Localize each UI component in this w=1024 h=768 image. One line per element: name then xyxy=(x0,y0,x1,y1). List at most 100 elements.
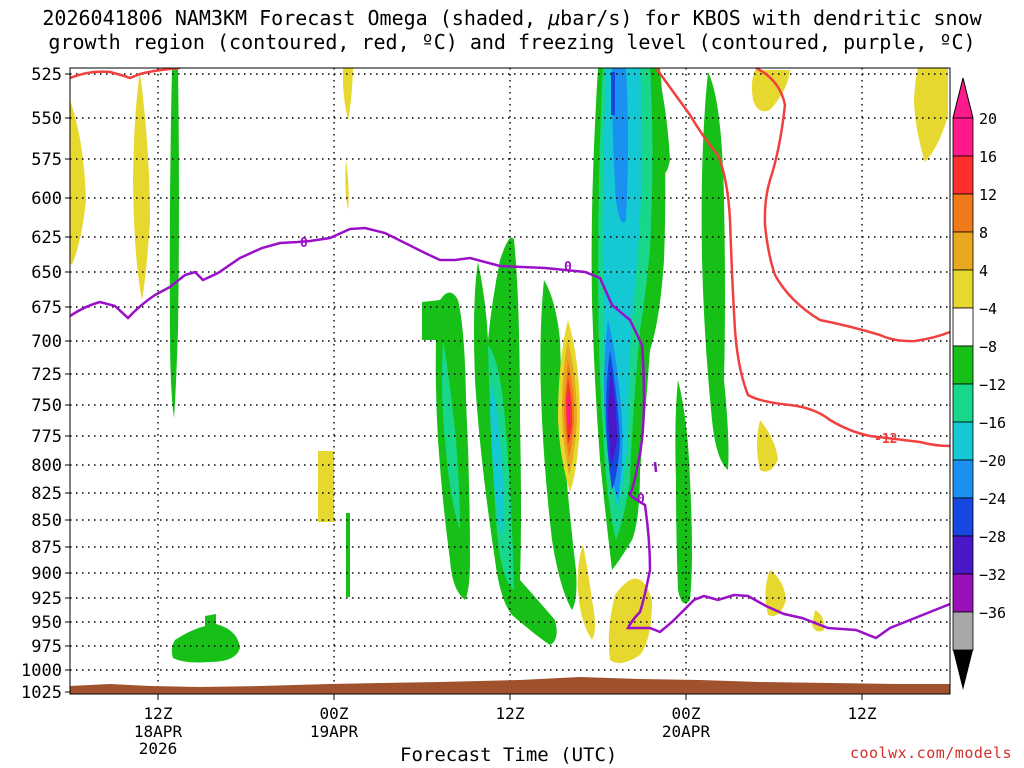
y-tick-label: 525 xyxy=(31,65,62,85)
colorbar-segment xyxy=(952,497,974,537)
y-tick-label: 825 xyxy=(31,484,62,504)
y-tick-label: 750 xyxy=(31,396,62,416)
colorbar-label: 4 xyxy=(979,262,988,280)
x-year-label: 2026 xyxy=(139,739,178,758)
credit-text: coolwx.com/models xyxy=(849,744,1012,762)
y-tick-label: 550 xyxy=(31,109,62,129)
omega-yellow-patch xyxy=(765,570,786,616)
chart-title-line-1: 2026041806 NAM3KM Forecast Omega (shaded… xyxy=(42,6,982,30)
dgz-contour-main xyxy=(654,68,950,448)
omega-yellow-patch xyxy=(757,420,778,472)
colorbar-segment xyxy=(952,269,974,309)
y-tick-label: 600 xyxy=(31,189,62,209)
omega-yellow-patch xyxy=(751,70,790,112)
omega-positive-magenta xyxy=(566,392,571,427)
freezing-level-label: 0 xyxy=(637,492,645,507)
colorbar-label: 20 xyxy=(979,110,997,128)
freezing-level-label: 0 xyxy=(300,236,308,251)
omega-blue-patch xyxy=(612,68,628,223)
y-tick-label: 625 xyxy=(31,228,62,248)
y-tick-label: 850 xyxy=(31,511,62,531)
omega-green-patch xyxy=(540,280,577,610)
omega-green-patch xyxy=(658,80,670,174)
colorbar-segment xyxy=(952,307,974,347)
x-date-label: 20APR xyxy=(662,722,711,741)
y-tick-label: 875 xyxy=(31,538,62,558)
omega-purple-patch xyxy=(608,370,617,465)
colorbar-segment xyxy=(952,421,974,461)
omega-yellow-patch xyxy=(608,578,652,664)
freezing-level-contours xyxy=(70,226,950,640)
y-tick-label: 925 xyxy=(31,589,62,609)
colorbar-label: 12 xyxy=(979,186,997,204)
omega-green-patch xyxy=(675,380,692,604)
colorbar-bottom-arrow xyxy=(953,650,973,690)
colorbar-label: 8 xyxy=(979,224,988,242)
omega-yellow-patch xyxy=(70,100,86,265)
omega-yellow-patch xyxy=(342,68,353,120)
x-axis-title: Forecast Time (UTC) xyxy=(400,744,618,766)
colorbar-label: −20 xyxy=(979,452,1006,470)
omega-yellow-patch xyxy=(133,72,150,300)
colorbar-label: −16 xyxy=(979,414,1006,432)
omega-green-patch xyxy=(169,68,179,418)
colorbar-label: −32 xyxy=(979,566,1006,584)
freezing-level-blob xyxy=(653,461,658,473)
x-tick-label: 00Z xyxy=(672,704,701,723)
omega-yellow-patch xyxy=(345,160,349,210)
y-tick-label: 650 xyxy=(31,263,62,283)
colorbar-label: −12 xyxy=(979,376,1006,394)
colorbar-segment xyxy=(952,193,974,233)
x-tick-label: 12Z xyxy=(848,704,877,723)
omega-darkblue-patch xyxy=(611,72,615,115)
colorbar-label: −4 xyxy=(979,300,997,318)
omega-yellow-patch xyxy=(577,545,595,640)
omega-yellow-patch xyxy=(914,68,948,162)
colorbar-top-arrow xyxy=(952,77,974,119)
colorbar-label: 16 xyxy=(979,148,997,166)
colorbar-segment xyxy=(952,345,974,385)
colorbar-segment xyxy=(952,535,974,575)
omega-green-patch xyxy=(474,237,557,645)
y-tick-label: 800 xyxy=(31,456,62,476)
y-tick-label: 775 xyxy=(31,427,62,447)
freezing-level-line xyxy=(70,226,950,640)
omega-cyan-patch xyxy=(490,380,504,540)
y-axis: 525 550 575 600 625 650 675 700 725 750 775 800 825 8… xyxy=(21,65,70,703)
colorbar-legend: 20 16 12 8 4 −4 −8 −12 −16 −20 −24 −28 −32 −36 xyxy=(952,77,1006,690)
freezing-level-label: 0 xyxy=(564,260,572,275)
omega-teal-patch xyxy=(442,340,460,530)
colorbar-segment xyxy=(952,117,974,157)
y-tick-label: 950 xyxy=(31,613,62,633)
omega-yellow-patch xyxy=(812,610,825,632)
y-tick-label: 675 xyxy=(31,298,62,318)
gridlines xyxy=(70,68,950,694)
ground-terrain xyxy=(70,677,950,694)
y-tick-label: 900 xyxy=(31,564,62,584)
omega-green-patch xyxy=(171,614,240,663)
colorbar-label: −8 xyxy=(979,338,997,356)
y-tick-label: 700 xyxy=(31,332,62,352)
colorbar-label: −24 xyxy=(979,490,1006,508)
omega-green-patch xyxy=(346,513,350,597)
omega-yellow-patch xyxy=(318,451,334,522)
omega-green-patch xyxy=(701,72,729,470)
omega-shading xyxy=(70,68,948,664)
x-date-label: 19APR xyxy=(310,722,359,741)
dgz-contours xyxy=(70,68,950,448)
colorbar-label: −28 xyxy=(979,528,1006,546)
y-tick-label: 975 xyxy=(31,637,62,657)
y-tick-label: 1025 xyxy=(21,683,62,703)
colorbar-segment xyxy=(952,231,974,271)
x-tick-label: 12Z xyxy=(496,704,525,723)
dgz-contour-label: -12 xyxy=(874,432,897,447)
x-date-label: 18APR xyxy=(134,722,183,741)
y-tick-label: 725 xyxy=(31,365,62,385)
x-tick-label: 00Z xyxy=(320,704,349,723)
colorbar-segment xyxy=(952,459,974,499)
y-tick-label: 575 xyxy=(31,150,62,170)
x-tick-label: 12Z xyxy=(144,704,173,723)
chart-title-line-2: growth region (contoured, red, ºC) and f… xyxy=(48,30,976,54)
